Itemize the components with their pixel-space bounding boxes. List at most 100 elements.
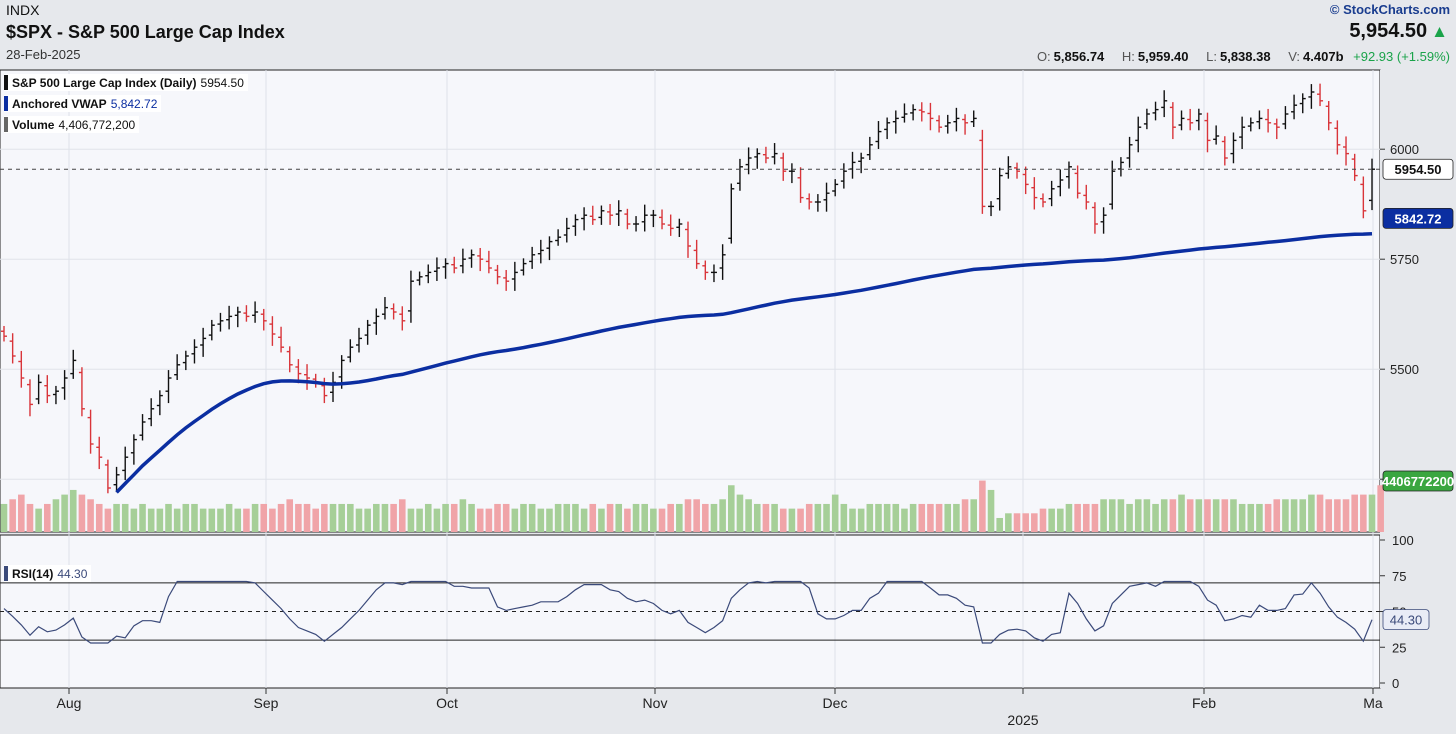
volume-bar — [121, 503, 129, 532]
vwap-tag-box — [1382, 208, 1454, 229]
volume-bar — [18, 494, 25, 532]
volume-bar — [502, 503, 510, 532]
volume-bar — [494, 503, 501, 532]
volume-bar — [1108, 499, 1116, 532]
volume-bar — [1351, 494, 1358, 532]
volume-bar — [1273, 499, 1281, 532]
legend-rsi: RSI(14) 44.30 — [4, 565, 92, 582]
ohlc-readout: O: 5,856.74 H: 5,959.40 L: 5,838.38 V: 4.407… — [1023, 49, 1450, 64]
volume-bar — [329, 503, 337, 532]
volume-bar — [857, 508, 865, 532]
price-tag-box — [1382, 158, 1454, 180]
volume-bar — [130, 508, 138, 532]
volume-bar — [736, 494, 744, 532]
legend-volume-value: 4,406,772,200 — [58, 117, 136, 132]
rsi-y-tick-label: 100 — [1392, 533, 1414, 548]
volume-bar — [485, 508, 493, 532]
volume-bar — [546, 508, 553, 532]
volume-bar — [606, 503, 614, 532]
volume-bar — [1100, 499, 1107, 532]
volume-bar — [165, 503, 172, 532]
volume-bar — [814, 503, 822, 532]
symbol-label: INDX — [6, 2, 40, 18]
legend-rsi-name: RSI(14) — [12, 566, 54, 581]
legend-vwap: Anchored VWAP 5,842.72 — [4, 95, 162, 112]
legend-volume: Volume 4,406,772,200 — [4, 116, 140, 133]
volume-bar — [52, 499, 60, 532]
x-tick-label-nov: Nov — [643, 695, 668, 711]
volume-bar — [459, 499, 467, 532]
volume-bar — [650, 508, 657, 532]
legend-vwap-value: 5,842.72 — [110, 96, 158, 111]
volume-bar — [286, 499, 294, 532]
x-tick-label-oct: Oct — [436, 695, 458, 711]
volume-bar — [1005, 513, 1012, 532]
volume-bar — [1169, 499, 1177, 532]
volume-bar — [1282, 499, 1289, 532]
volume-bar — [883, 503, 891, 532]
volume-bar — [1299, 499, 1307, 532]
volume-bar — [996, 517, 1003, 532]
volume-bar — [225, 503, 233, 532]
volume-bar — [788, 508, 796, 532]
volume-bar — [87, 499, 94, 532]
volume-bar — [355, 508, 363, 532]
volume-bar — [589, 503, 597, 532]
legend-price-value: 5954.50 — [200, 75, 244, 90]
volume-bar — [909, 503, 917, 532]
rsi-y-tick-label: 0 — [1392, 676, 1399, 691]
volume-bar — [866, 503, 874, 532]
volume-bar — [303, 503, 311, 532]
volume-bar — [191, 503, 198, 532]
volume-bar — [390, 503, 397, 532]
volume-bar — [953, 503, 960, 532]
volume-bar — [433, 508, 441, 532]
last-price: 5,954.50 ▲ — [1349, 20, 1448, 43]
price-panel — [0, 69, 1381, 533]
chart-date: 28-Feb-2025 — [6, 47, 81, 62]
volume-bar — [243, 508, 250, 532]
volume-bar — [381, 503, 389, 532]
volume-bar — [1031, 513, 1038, 532]
volume-bar — [676, 503, 683, 532]
legend-rsi-value: 44.30 — [57, 566, 88, 581]
volume-bar — [95, 503, 103, 532]
volume-bar — [563, 503, 571, 532]
vwap-tag-text: 5842.72 — [1395, 211, 1442, 226]
volume-bar — [398, 499, 406, 532]
last-price-value: 5,954.50 — [1349, 20, 1428, 42]
volume-bar — [580, 508, 588, 532]
volume-bar — [476, 508, 484, 532]
rsi-y-tick-label: 75 — [1392, 569, 1406, 584]
volume-bar — [234, 508, 242, 532]
volume-bar — [1134, 499, 1142, 532]
volume-bar — [901, 508, 908, 532]
volume-bar — [658, 508, 666, 532]
volume-bar — [632, 503, 640, 532]
x-tick-label-aug: Aug — [57, 695, 82, 711]
volume-bar — [693, 499, 700, 532]
x-tick-label-mar: Ma — [1363, 695, 1383, 711]
volume-bar — [1039, 508, 1047, 532]
volume-bar — [762, 503, 770, 532]
volume-bar — [831, 494, 839, 532]
legend-price-name: S&P 500 Large Cap Index (Daily) — [12, 75, 197, 90]
legend-volume-swatch — [4, 117, 8, 132]
rsi-line — [3, 580, 1373, 644]
volume-bar — [961, 499, 969, 532]
volume-bar — [269, 508, 276, 532]
high-value: 5,959.40 — [1137, 49, 1189, 64]
x-tick-label-feb: Feb — [1192, 695, 1216, 711]
volume-bar — [1230, 499, 1237, 532]
volume-bar — [450, 503, 458, 532]
volume-bar — [554, 503, 562, 532]
x-tick-label-year: 2025 — [1007, 712, 1038, 728]
volume-bar — [373, 503, 380, 532]
up-arrow-icon: ▲ — [1431, 22, 1448, 41]
price-tag-text: 5954.50 — [1395, 162, 1442, 177]
legend-price: S&P 500 Large Cap Index (Daily) 5954.50 — [4, 74, 248, 91]
volume-bar — [1377, 485, 1384, 532]
volume-bar — [745, 499, 752, 532]
volume-bar — [1082, 503, 1090, 532]
